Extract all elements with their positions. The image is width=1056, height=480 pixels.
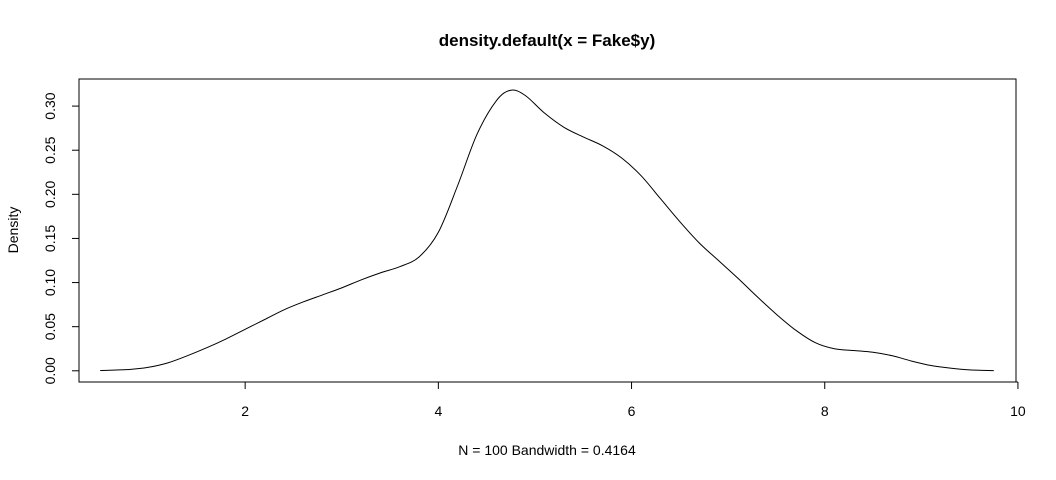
chart-title: density.default(x = Fake$y) [439,31,656,50]
y-tick-label: 0.10 [42,269,58,296]
y-tick-label: 0.25 [42,136,58,163]
y-tick-label: 0.20 [42,180,58,207]
x-tick-label: 4 [434,403,442,419]
y-axis: 0.00 0.05 0.10 0.15 0.20 0.25 0.30 [42,92,80,384]
y-tick-label: 0.15 [42,225,58,252]
x-axis: 2 4 6 8 10 [241,381,1026,419]
y-tick-label: 0.00 [42,357,58,384]
plot-frame [78,78,1017,383]
density-curve [100,89,994,372]
x-axis-label: N = 100 Bandwidth = 0.4164 [458,442,636,458]
x-tick-label: 10 [1010,403,1026,419]
x-tick-label: 8 [821,403,829,419]
y-tick-label: 0.30 [42,92,58,119]
x-tick-label: 2 [241,403,249,419]
y-axis-label: Density [5,207,21,254]
y-tick-label: 0.05 [42,313,58,340]
x-tick-label: 6 [628,403,636,419]
